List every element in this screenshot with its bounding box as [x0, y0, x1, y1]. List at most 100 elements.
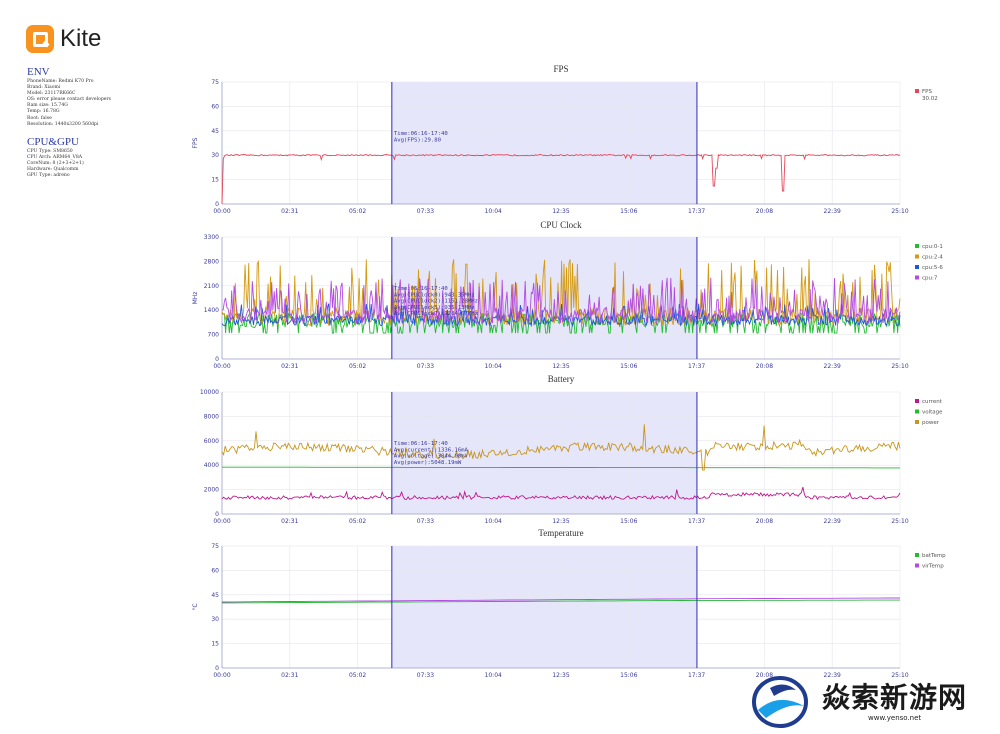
selection-tooltip-line: Avg(FPS):29.80 — [394, 137, 441, 143]
device-info-panel: ENV PhoneName: Redmi K70 Pro Brand: Xiao… — [27, 66, 197, 179]
chart-panel-3[interactable]: Temperature 75 60 45 30 15 000:00 02:31 05:02 07:… — [192, 528, 946, 679]
series-line-batTemp — [222, 599, 900, 604]
y-tick-label: 0 — [215, 511, 219, 518]
chart-panel-1[interactable]: CPU Clock 3300 2800 2100 1400 700 000:00 02:31 0… — [192, 220, 943, 370]
x-tick-label: 07:33 — [417, 518, 434, 525]
x-tick-label: 15:06 — [620, 208, 637, 215]
x-tick-label: 17:37 — [688, 518, 705, 525]
x-tick-label: 00:00 — [213, 672, 230, 679]
legend-item[interactable]: batTemp — [915, 553, 946, 559]
chart-title: FPS — [553, 64, 568, 74]
x-tick-label: 07:33 — [417, 672, 434, 679]
y-tick-label: 0 — [215, 665, 219, 672]
kite-logo: Kite — [26, 24, 101, 54]
legend-item[interactable]: voltage — [915, 409, 943, 416]
legend-label: cpu:2-4 — [922, 255, 943, 261]
kite-logo-icon — [26, 25, 54, 53]
watermark-text: 焱索新游网 — [822, 681, 968, 714]
selection-tooltip-line: Avg(CPUClock5):935.13MHz — [394, 305, 475, 311]
selection-tooltip-line: Avg(voltage):3844.00mV — [394, 454, 469, 460]
legend-label: batTemp — [922, 553, 946, 559]
x-tick-label: 22:39 — [824, 518, 841, 525]
legend-label: voltage — [922, 410, 943, 416]
y-tick-label: 2000 — [204, 487, 219, 494]
legend-swatch — [915, 89, 919, 93]
chart-title: CPU Clock — [540, 220, 582, 230]
env-line: Resolution: 1440x3200 560dpi — [27, 121, 99, 127]
x-tick-label: 12:35 — [552, 363, 569, 370]
env-line: OS: error please contact developers — [27, 97, 112, 103]
legend-item[interactable]: FPS — [915, 89, 932, 95]
y-tick-label: 15 — [211, 177, 219, 184]
chart-panel-2[interactable]: Battery 10000 8000 6000 4000 2000 000:00 02:31 0… — [200, 374, 943, 525]
y-tick-label: 30 — [211, 152, 219, 159]
env-line: Temp: 16.78G — [27, 109, 60, 115]
legend-swatch — [915, 399, 919, 403]
legend-item[interactable]: virTemp — [915, 563, 944, 570]
legend-swatch — [915, 563, 919, 568]
legend-label: FPS — [922, 89, 932, 95]
x-tick-label: 22:39 — [824, 363, 841, 370]
y-tick-label: 700 — [208, 332, 220, 339]
x-tick-label: 10:04 — [485, 518, 502, 525]
y-tick-label: 2100 — [204, 283, 219, 290]
legend-item[interactable]: current — [915, 399, 943, 405]
y-tick-label: 75 — [211, 79, 219, 86]
y-tick-label: 2800 — [204, 258, 219, 265]
selection-tooltip-line: Avg(current):1336.16mA — [394, 447, 469, 453]
x-tick-label: 17:37 — [688, 672, 705, 679]
y-axis-label: MHz — [192, 292, 199, 305]
x-tick-label: 12:35 — [552, 672, 569, 679]
legend-label: cpu:0-1 — [922, 244, 943, 250]
selection-region — [391, 82, 697, 204]
y-tick-label: 15 — [211, 641, 219, 648]
legend-item[interactable]: power — [915, 420, 940, 426]
legend-item[interactable]: cpu:7 — [915, 275, 938, 282]
legend-value: 30.02 — [922, 96, 938, 102]
selection-tooltip-line: Time:06:16-17:40 — [394, 441, 448, 447]
selection-tooltip-line: Time:06:16-17:40 — [394, 286, 448, 292]
legend-swatch — [915, 254, 919, 259]
series-line-virTemp — [221, 597, 900, 603]
x-tick-label: 25:10 — [891, 672, 908, 679]
cpu-line: CPU Arch: ARM64_V8A — [27, 154, 83, 160]
y-tick-label: 60 — [211, 103, 219, 110]
x-tick-label: 00:00 — [213, 208, 230, 215]
cpu-line: CPU Type: SM8650 — [27, 148, 73, 154]
x-tick-label: 22:39 — [824, 672, 841, 679]
legend-item[interactable]: cpu:2-4 — [915, 254, 943, 261]
x-tick-label: 20:08 — [756, 672, 773, 679]
legend-label: cpu:7 — [922, 276, 938, 282]
x-tick-label: 15:06 — [620, 518, 637, 525]
series-line-cpu:7 — [221, 277, 901, 326]
x-tick-label: 05:02 — [349, 672, 366, 679]
y-tick-label: 3300 — [204, 234, 219, 241]
y-axis-label: °C — [192, 603, 199, 610]
x-tick-label: 15:06 — [620, 363, 637, 370]
series-line-voltage — [222, 466, 900, 469]
x-tick-label: 20:08 — [756, 208, 773, 215]
env-line: Brand: Xiaomi — [27, 85, 61, 91]
x-tick-label: 07:33 — [417, 208, 434, 215]
x-tick-label: 10:04 — [485, 672, 502, 679]
watermark-url: www.yenso.net — [868, 714, 922, 722]
legend-item[interactable]: cpu:0-1 — [915, 244, 943, 250]
y-tick-label: 0 — [215, 201, 219, 208]
x-tick-label: 05:02 — [349, 208, 366, 215]
y-tick-label: 60 — [211, 567, 219, 574]
env-line: Ram size: 15.74G — [27, 103, 68, 109]
y-tick-label: 30 — [211, 616, 219, 623]
y-tick-label: 4000 — [204, 462, 219, 469]
env-line: Root: false — [27, 115, 52, 121]
watermark-logo-icon — [752, 676, 808, 728]
series-line-power — [221, 424, 901, 471]
x-tick-label: 00:00 — [213, 363, 230, 370]
x-tick-label: 17:37 — [688, 208, 705, 215]
chart-panel-0[interactable]: FPS 75 60 45 30 15 000:00 02:31 05:02 07:33 10:04 1… — [192, 64, 938, 215]
x-tick-label: 25:10 — [891, 208, 908, 215]
env-title: ENV — [27, 66, 50, 78]
y-tick-label: 6000 — [204, 438, 219, 445]
legend-item[interactable]: cpu:5-6 — [915, 265, 943, 271]
cpu-line: CoreNum: 8 (2+3+2+1) — [27, 160, 84, 166]
